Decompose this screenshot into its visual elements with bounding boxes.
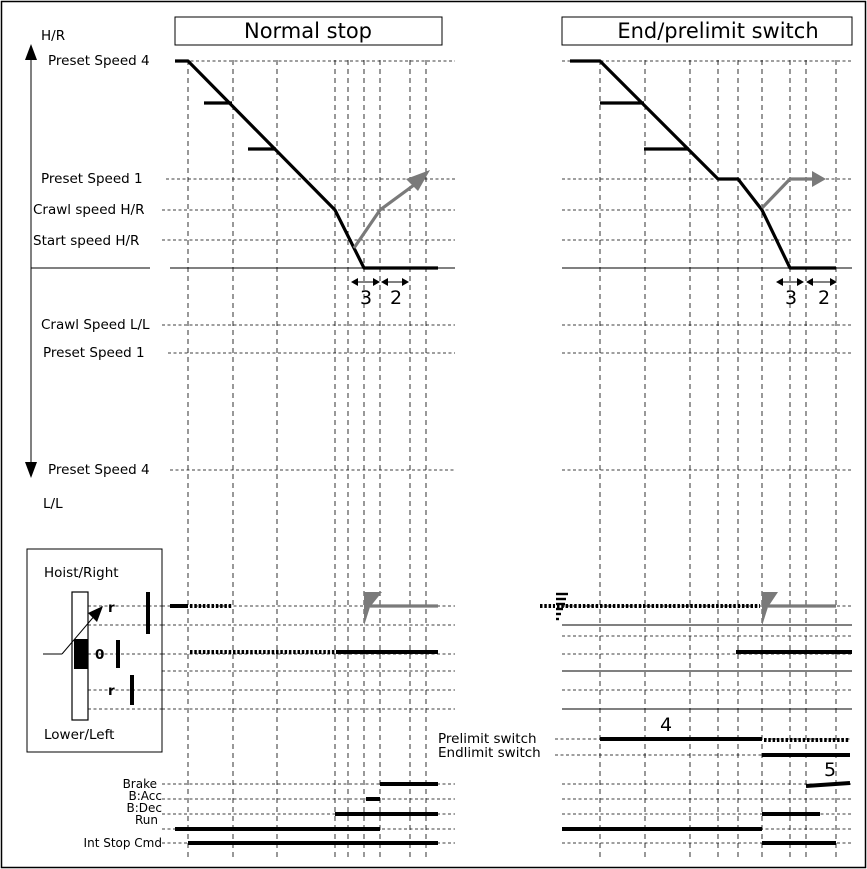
svg-text:2: 2 <box>818 287 830 309</box>
marker-3-right: 3 <box>776 278 804 309</box>
marker-4: 4 <box>660 714 672 736</box>
label-bdec: B:Dec <box>127 801 163 815</box>
brake-run-signals-right <box>562 781 852 845</box>
grey-arrow-icon <box>406 170 430 191</box>
joystick-panel: Hoist/Right Lower/Left r 0 r <box>26 548 163 753</box>
label-crawl-ll: Crawl Speed L/L <box>41 317 150 333</box>
joystick-r-top: r <box>108 600 115 616</box>
title-normal-stop-box: Normal stop <box>174 16 443 46</box>
label-bacc: B:Acc <box>129 789 162 803</box>
joystick-zero: 0 <box>95 647 104 663</box>
title-end-prelimit-box: End/prelimit switch <box>561 16 853 46</box>
label-int-stop: Int Stop Cmd <box>84 836 162 850</box>
joystick-r-bottom: r <box>108 683 115 699</box>
vertical-gridlines <box>187 60 837 860</box>
label-preset4-ll: Preset Speed 4 <box>48 462 150 478</box>
label-preset1-hr: Preset Speed 1 <box>41 171 143 187</box>
speed-axis: H/R L/L <box>25 28 65 512</box>
axis-arrow-down-icon <box>25 462 37 478</box>
marker-2-right: 2 <box>806 278 837 309</box>
label-prelimit: Prelimit switch <box>438 731 537 747</box>
marker-2-left: 2 <box>381 278 409 309</box>
limit-switches: Prelimit switch Endlimit switch 4 5 <box>438 714 852 781</box>
joystick-lower-left: Lower/Left <box>44 727 114 743</box>
joystick-lines-right <box>540 592 852 710</box>
label-preset1-ll: Preset Speed 1 <box>43 345 145 361</box>
brake-run-signals-left <box>162 782 455 845</box>
brake-run-signal-labels: Brake B:Acc B:Dec Run Int Stop Cmd <box>84 777 162 850</box>
speed-profile-end-prelimit <box>570 59 836 270</box>
label-brake: Brake <box>123 777 157 791</box>
joystick-knob <box>74 639 88 669</box>
label-crawl-hr: Crawl speed H/R <box>33 202 145 218</box>
axis-label-hr: H/R <box>41 28 65 44</box>
svg-text:3: 3 <box>360 287 372 309</box>
grey-flag-left-icon <box>364 592 382 626</box>
label-preset4-hr: Preset Speed 4 <box>48 53 150 69</box>
axis-label-ll: L/L <box>43 496 63 512</box>
grey-arrow-icon-right <box>812 171 826 187</box>
joystick-hoist-right: Hoist/Right <box>44 565 119 581</box>
axis-arrow-up-icon <box>25 44 37 60</box>
svg-text:3: 3 <box>785 287 797 309</box>
speed-labels: Preset Speed 4 Preset Speed 1 Crawl spee… <box>33 53 150 478</box>
title-end-prelimit: End/prelimit switch <box>617 19 818 43</box>
shaded-wedge-icon <box>556 592 568 621</box>
grey-flag-right-icon <box>762 592 778 626</box>
label-start-hr: Start speed H/R <box>33 233 139 249</box>
joystick-lines-left <box>162 592 455 710</box>
svg-text:2: 2 <box>390 287 402 309</box>
marker-3-left: 3 <box>351 278 380 309</box>
label-endlimit: Endlimit switch <box>438 745 541 761</box>
speed-profile-normal-stop <box>175 59 438 270</box>
title-normal-stop: Normal stop <box>244 19 372 43</box>
reference-lines-left <box>31 60 455 471</box>
timing-markers: 3 2 3 2 <box>351 278 837 309</box>
label-run: Run <box>135 813 158 827</box>
reference-lines-right <box>562 60 852 471</box>
joystick-arrow-icon <box>88 606 103 622</box>
marker-5: 5 <box>824 759 836 781</box>
